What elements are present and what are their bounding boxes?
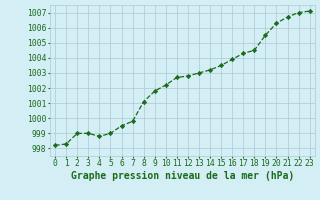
X-axis label: Graphe pression niveau de la mer (hPa): Graphe pression niveau de la mer (hPa): [71, 171, 294, 181]
